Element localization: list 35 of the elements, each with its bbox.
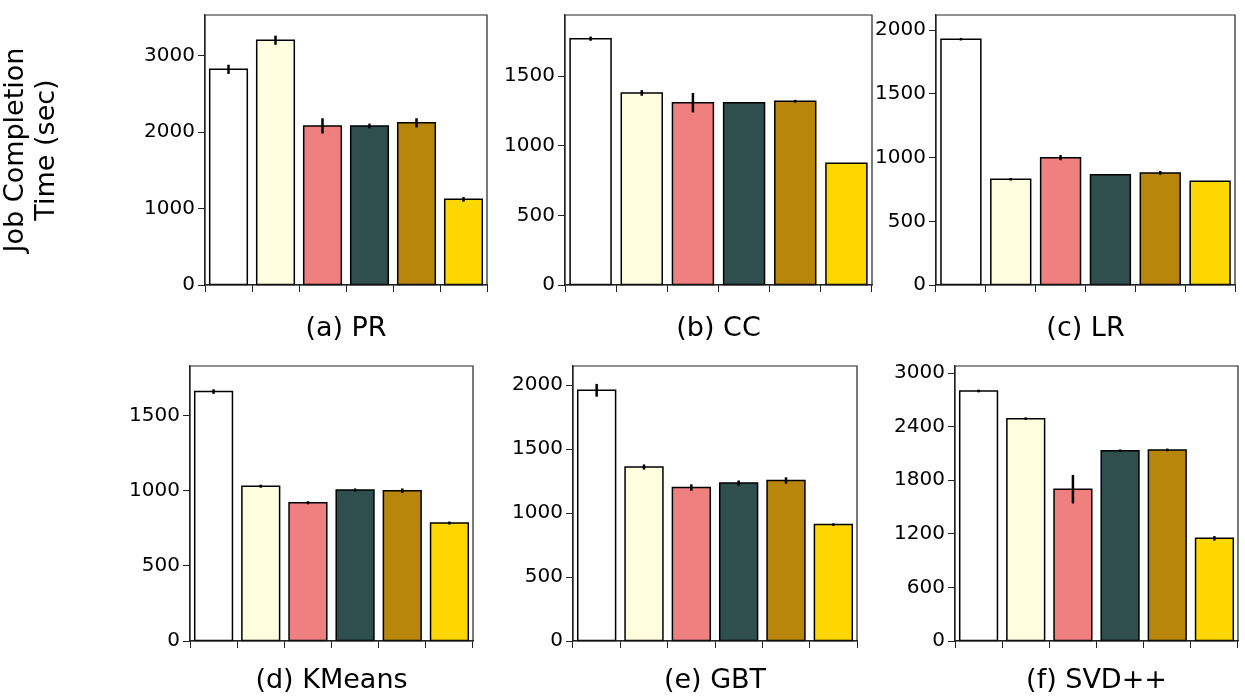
y-tick-label: 1500	[875, 80, 926, 105]
y-tick-label: 600	[906, 573, 945, 598]
y-tick-label: 1000	[875, 143, 926, 168]
y-tick-label: 1500	[129, 401, 180, 426]
y-tick-label: 3000	[144, 41, 195, 66]
y-tick-label: 0	[550, 627, 563, 652]
y-tick-label: 3000	[894, 359, 945, 384]
y-tick-label: 2000	[875, 16, 926, 41]
y-tick-label: 0	[932, 627, 945, 652]
y-tick-label: 1000	[129, 476, 180, 501]
y-tick-label: 1200	[894, 520, 945, 545]
y-tick-label: 0	[542, 271, 555, 296]
y-tick-label: 2000	[144, 118, 195, 143]
y-tick-label: 1000	[512, 499, 563, 524]
y-tick-label: 0	[167, 627, 180, 652]
y-tick-label: 0	[913, 271, 926, 296]
y-tick-label: 500	[516, 201, 555, 226]
y-tick-label: 1500	[512, 435, 563, 460]
x-axis-title: (e) GBT	[663, 662, 767, 694]
x-axis-title: (b) CC	[676, 310, 761, 342]
y-tick-label: 1000	[504, 132, 555, 157]
y-tick-label: 1800	[894, 466, 945, 491]
y-tick-label: 1000	[144, 194, 195, 219]
y-tick-label: 500	[141, 552, 180, 577]
y-tick-label: 2000	[512, 371, 563, 396]
y-tick-label: 0	[182, 271, 195, 296]
y-tick-label: 2400	[894, 412, 945, 437]
x-axis-title: (f) SVD++	[1026, 662, 1167, 694]
x-axis-title: (a) PR	[305, 310, 387, 342]
y-tick-label: 500	[887, 207, 926, 232]
x-axis-title: (c) LR	[1046, 310, 1125, 342]
y-tick-label: 500	[524, 563, 563, 588]
y-axis-title: Job Completion Time (sec)	[0, 47, 60, 255]
y-tick-label: 1500	[504, 62, 555, 87]
x-axis-title: (d) KMeans	[255, 662, 408, 694]
